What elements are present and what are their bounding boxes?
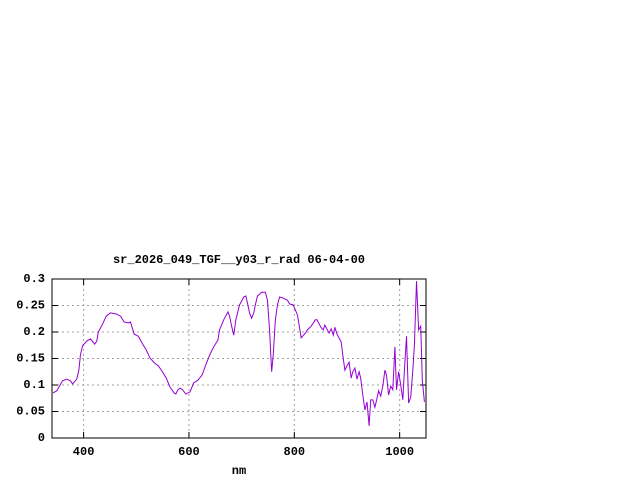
y-tick-label: 0.05 xyxy=(16,405,45,419)
y-tick-label: 0.3 xyxy=(23,272,45,286)
data-line xyxy=(52,281,425,426)
y-tick-label: 0.25 xyxy=(16,299,45,313)
x-tick-label: 400 xyxy=(73,445,95,459)
y-tick-label: 0.15 xyxy=(16,352,45,366)
y-tick-label: 0 xyxy=(38,431,45,445)
chart-title: sr_2026_049_TGF__y03_r_rad 06-04-00 xyxy=(113,253,365,267)
x-tick-label: 600 xyxy=(178,445,200,459)
plot-frame xyxy=(51,278,427,439)
x-tick-label: 1000 xyxy=(385,445,414,459)
y-tick-label: 0.2 xyxy=(23,325,45,339)
x-tick-label: 800 xyxy=(284,445,306,459)
y-tick-label: 0.1 xyxy=(23,378,45,392)
x-axis-label: nm xyxy=(232,464,246,478)
